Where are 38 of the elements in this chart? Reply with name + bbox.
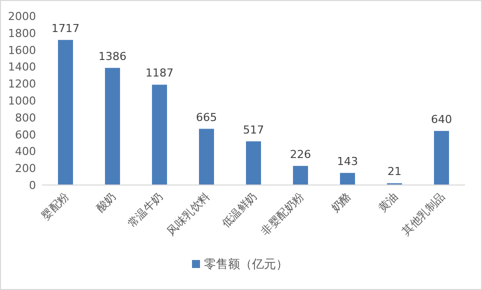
x-tick-label: 黄油: [376, 190, 401, 215]
bar: [104, 68, 120, 185]
legend-label: 零售额（亿元）: [204, 257, 288, 271]
bar: [246, 141, 262, 185]
bar: [58, 40, 74, 185]
data-label: 21: [388, 165, 402, 178]
data-label: 1386: [98, 50, 126, 63]
y-tick-label: 1000: [8, 94, 36, 108]
x-tick-label: 常温牛奶: [125, 190, 166, 230]
x-tick-label: 风味乳饮料: [164, 190, 213, 238]
y-tick-label: 200: [15, 162, 36, 176]
data-label: 226: [290, 148, 311, 161]
data-label: 143: [337, 154, 358, 168]
y-tick-label: 0: [29, 179, 36, 192]
data-label: 517: [243, 123, 264, 136]
bar: [198, 128, 214, 185]
bar: [292, 166, 308, 185]
bar: [152, 84, 168, 185]
x-tick-label: 其他乳制品: [400, 190, 448, 238]
y-tick-label: 400: [15, 145, 36, 158]
data-label: 665: [196, 110, 217, 124]
y-tick-label: 1600: [8, 44, 36, 57]
y-tick-label: 1200: [8, 78, 36, 91]
x-tick-label: 低温鲜奶: [219, 190, 260, 230]
data-label: 1187: [146, 66, 174, 80]
y-tick-label: 1800: [8, 26, 36, 40]
y-tick-label: 2000: [8, 10, 36, 23]
x-tick-label: 婴配粉: [39, 190, 72, 222]
y-tick-label: 800: [15, 111, 36, 124]
y-tick-label: 600: [15, 128, 36, 142]
data-label: 1717: [52, 22, 80, 35]
x-tick-label: 非婴配奶粉: [258, 190, 307, 238]
x-tick-label: 奶酪: [328, 190, 354, 215]
bar: [434, 130, 450, 185]
bar: [340, 172, 356, 185]
x-tick-label: 酸奶: [94, 190, 119, 215]
data-label: 640: [431, 112, 452, 126]
y-tick-label: 1400: [8, 60, 36, 74]
